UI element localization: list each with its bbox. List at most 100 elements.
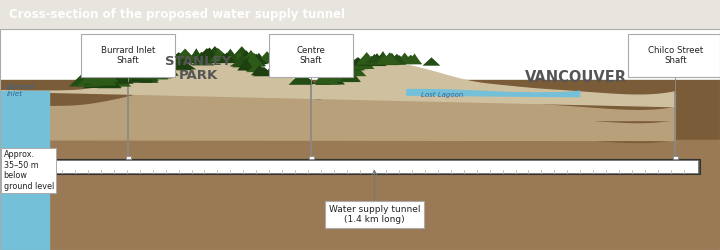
Bar [125, 156, 130, 159]
Polygon shape [135, 67, 161, 78]
Polygon shape [241, 54, 265, 66]
Polygon shape [320, 76, 340, 85]
Polygon shape [423, 57, 441, 66]
Polygon shape [192, 52, 216, 60]
Text: STANLEY
PARK: STANLEY PARK [165, 55, 231, 82]
Polygon shape [387, 54, 406, 64]
Polygon shape [76, 77, 99, 86]
Polygon shape [324, 56, 340, 69]
Polygon shape [294, 75, 316, 84]
Polygon shape [110, 74, 131, 86]
Polygon shape [380, 56, 395, 64]
Polygon shape [239, 53, 261, 62]
Polygon shape [375, 51, 391, 64]
Text: Approx.
35–50 m
below
ground level: Approx. 35–50 m below ground level [4, 150, 54, 191]
Polygon shape [0, 91, 47, 250]
Polygon shape [140, 68, 158, 80]
Polygon shape [129, 62, 149, 74]
Polygon shape [243, 54, 269, 63]
Polygon shape [207, 50, 229, 60]
Polygon shape [355, 56, 377, 65]
Polygon shape [159, 54, 184, 66]
Bar [49, 159, 700, 174]
Polygon shape [275, 66, 300, 75]
Polygon shape [206, 48, 230, 59]
Text: Cross-section of the proposed water supply tunnel: Cross-section of the proposed water supp… [9, 8, 345, 21]
Polygon shape [145, 53, 161, 66]
Polygon shape [342, 70, 361, 82]
Polygon shape [340, 71, 355, 81]
Polygon shape [0, 80, 720, 250]
Polygon shape [139, 60, 163, 70]
Polygon shape [181, 54, 204, 63]
Polygon shape [0, 91, 49, 250]
Polygon shape [400, 55, 422, 64]
Polygon shape [337, 66, 352, 76]
Polygon shape [120, 71, 138, 79]
Polygon shape [172, 55, 189, 65]
Polygon shape [202, 46, 228, 60]
Polygon shape [135, 68, 159, 81]
Polygon shape [143, 63, 168, 76]
Polygon shape [163, 49, 180, 62]
Polygon shape [209, 52, 225, 62]
Bar [51, 160, 698, 173]
Text: Burrard
Inlet: Burrard Inlet [7, 84, 35, 97]
Polygon shape [283, 66, 302, 75]
Polygon shape [246, 58, 262, 71]
Polygon shape [333, 74, 357, 82]
Polygon shape [367, 53, 387, 66]
Polygon shape [140, 72, 158, 83]
Polygon shape [323, 73, 345, 85]
Polygon shape [174, 57, 192, 70]
Polygon shape [0, 108, 720, 250]
Polygon shape [341, 56, 358, 66]
Polygon shape [376, 54, 393, 64]
Polygon shape [161, 55, 182, 66]
Polygon shape [148, 60, 166, 74]
Polygon shape [248, 54, 266, 66]
Polygon shape [253, 67, 275, 76]
Polygon shape [283, 66, 299, 75]
Polygon shape [127, 64, 149, 74]
Polygon shape [138, 60, 161, 70]
Polygon shape [339, 74, 354, 82]
Polygon shape [284, 68, 300, 77]
Polygon shape [238, 50, 256, 61]
Polygon shape [81, 75, 98, 84]
Polygon shape [188, 48, 204, 62]
Polygon shape [377, 56, 398, 65]
Polygon shape [356, 52, 377, 65]
Polygon shape [102, 74, 126, 84]
Polygon shape [148, 65, 172, 78]
Polygon shape [251, 65, 268, 75]
Polygon shape [133, 58, 156, 71]
FancyBboxPatch shape [269, 34, 353, 77]
Polygon shape [343, 68, 361, 75]
Polygon shape [133, 65, 157, 75]
Polygon shape [156, 58, 175, 70]
Polygon shape [407, 54, 422, 64]
Polygon shape [0, 29, 720, 250]
Polygon shape [162, 57, 181, 66]
Polygon shape [325, 59, 349, 69]
Polygon shape [200, 49, 219, 60]
Polygon shape [127, 69, 153, 83]
Text: Lost Lagoon: Lost Lagoon [421, 92, 464, 98]
Polygon shape [379, 54, 401, 64]
Polygon shape [233, 54, 253, 67]
Polygon shape [217, 52, 237, 63]
Polygon shape [246, 64, 269, 72]
Text: Burrard Inlet
Shaft: Burrard Inlet Shaft [101, 46, 156, 65]
Polygon shape [361, 56, 382, 65]
Polygon shape [204, 52, 220, 63]
Polygon shape [351, 60, 368, 69]
Polygon shape [256, 51, 278, 63]
Polygon shape [117, 74, 134, 84]
Polygon shape [105, 80, 122, 88]
Polygon shape [354, 56, 374, 69]
Polygon shape [191, 52, 213, 60]
Polygon shape [348, 60, 365, 70]
Polygon shape [320, 65, 336, 75]
Polygon shape [94, 68, 119, 82]
